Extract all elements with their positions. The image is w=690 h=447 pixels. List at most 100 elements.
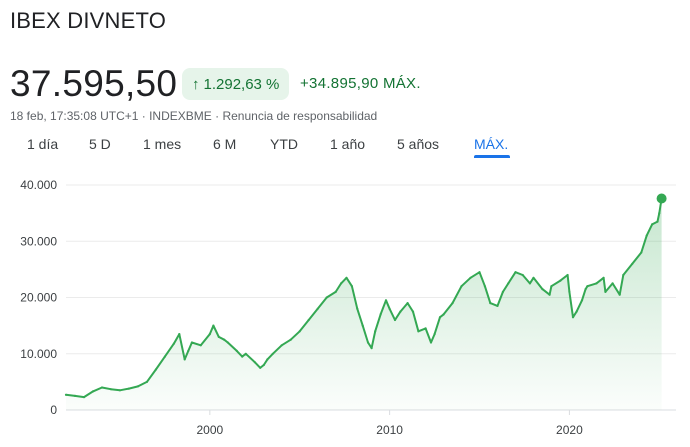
data-point: [366, 341, 370, 344]
data-point: [235, 349, 238, 352]
data-point: [566, 273, 569, 277]
arrow-up-icon: ↑: [192, 75, 200, 93]
data-point: [501, 290, 504, 293]
tab-5-d[interactable]: 5 D: [89, 136, 111, 152]
data-point: [483, 285, 486, 288]
data-point: [568, 290, 571, 293]
data-point: [190, 341, 193, 344]
y-tick-label: 10.000: [20, 347, 57, 361]
data-point: [226, 341, 229, 344]
x-axis-labels: 2000 2010 2020: [196, 410, 583, 437]
data-point: [187, 349, 190, 352]
data-point: [100, 386, 104, 389]
data-point: [384, 299, 388, 302]
data-point: [399, 310, 402, 313]
data-point: [550, 285, 553, 288]
data-point: [442, 313, 445, 316]
data-point: [571, 316, 575, 319]
data-point: [489, 302, 492, 305]
data-point: [575, 310, 578, 313]
data-point: [469, 276, 472, 279]
tab-6-m[interactable]: 6 M: [213, 136, 237, 152]
last-price-marker: [656, 193, 667, 204]
tab-1-mes[interactable]: 1 mes: [143, 136, 182, 152]
y-tick-label: 20.000: [20, 291, 57, 305]
data-point: [82, 396, 86, 399]
price-chart[interactable]: 0 10.000 20.000 30.000 40.000 2000 2010 2020: [0, 170, 690, 447]
data-point: [433, 333, 436, 336]
range-tabs: 1 día 5 D 1 mes 6 M YTD 1 año 5 años MÁX…: [0, 132, 690, 160]
meta-separator: ·: [138, 109, 150, 123]
data-point: [541, 288, 544, 291]
data-point: [127, 387, 130, 390]
data-point: [244, 352, 247, 355]
data-point: [656, 220, 659, 223]
data-point: [266, 358, 269, 361]
data-point: [356, 307, 359, 310]
data-point: [417, 330, 420, 333]
tab-ytd[interactable]: YTD: [270, 136, 298, 152]
data-point: [532, 276, 535, 279]
data-point: [548, 293, 551, 296]
data-point: [199, 344, 202, 347]
data-point: [388, 307, 391, 310]
data-point: [478, 271, 481, 274]
tab-max[interactable]: MÁX.: [474, 136, 509, 152]
data-point: [208, 333, 211, 336]
data-point: [340, 282, 343, 285]
data-point: [271, 352, 274, 355]
quote-timestamp: 18 feb, 17:35:08 UTC+1: [10, 109, 139, 123]
data-point: [379, 313, 382, 316]
data-point: [374, 330, 377, 333]
data-point: [118, 389, 121, 392]
data-point: [622, 273, 625, 277]
data-point: [438, 316, 442, 319]
tab-1-dia[interactable]: 1 día: [27, 136, 59, 152]
current-price: 37.595,50: [10, 63, 178, 104]
data-point: [316, 307, 319, 310]
data-point: [163, 355, 166, 358]
data-point: [618, 293, 621, 296]
data-point: [325, 296, 328, 299]
data-point: [604, 290, 607, 293]
y-tick-label: 0: [50, 403, 57, 417]
data-point: [611, 282, 614, 285]
data-point: [507, 282, 510, 285]
data-point: [298, 330, 301, 333]
data-point: [241, 355, 244, 358]
tab-1-ano[interactable]: 1 año: [330, 136, 366, 152]
data-point: [262, 363, 265, 367]
data-point: [280, 344, 283, 347]
data-point: [584, 288, 587, 291]
data-point: [602, 276, 605, 279]
data-point: [528, 282, 532, 285]
data-point: [586, 285, 589, 288]
tab-5-anos[interactable]: 5 años: [397, 136, 440, 152]
data-point: [631, 262, 634, 265]
data-point: [559, 279, 562, 282]
data-point: [91, 390, 95, 393]
data-point: [640, 251, 643, 254]
data-point: [64, 393, 68, 396]
meta-separator: ·: [211, 109, 223, 123]
data-point: [645, 234, 648, 237]
x-tick-label: 2020: [556, 423, 583, 437]
disclaimer-link[interactable]: Renuncia de responsabilidad: [222, 109, 378, 123]
data-point: [345, 276, 348, 279]
area-fill: [66, 198, 662, 410]
change-percent-value: 1.292,63 %: [203, 75, 280, 93]
data-point: [307, 318, 310, 322]
y-axis-labels: 0 10.000 20.000 30.000 40.000: [20, 178, 57, 417]
page-title: IBEX DIVNETO: [10, 8, 167, 33]
active-tab-indicator: [474, 155, 510, 158]
data-point: [73, 394, 77, 397]
quote-meta: 18 feb, 17:35:08 UTC+1 · INDEXBME · Renu…: [10, 109, 377, 123]
chart-series: [64, 193, 667, 410]
data-point: [217, 335, 220, 338]
data-point: [172, 342, 175, 345]
y-tick-label: 40.000: [20, 178, 57, 192]
data-point: [429, 341, 433, 344]
data-point: [460, 285, 463, 288]
data-point: [451, 302, 454, 305]
x-tick-label: 2000: [196, 423, 223, 437]
